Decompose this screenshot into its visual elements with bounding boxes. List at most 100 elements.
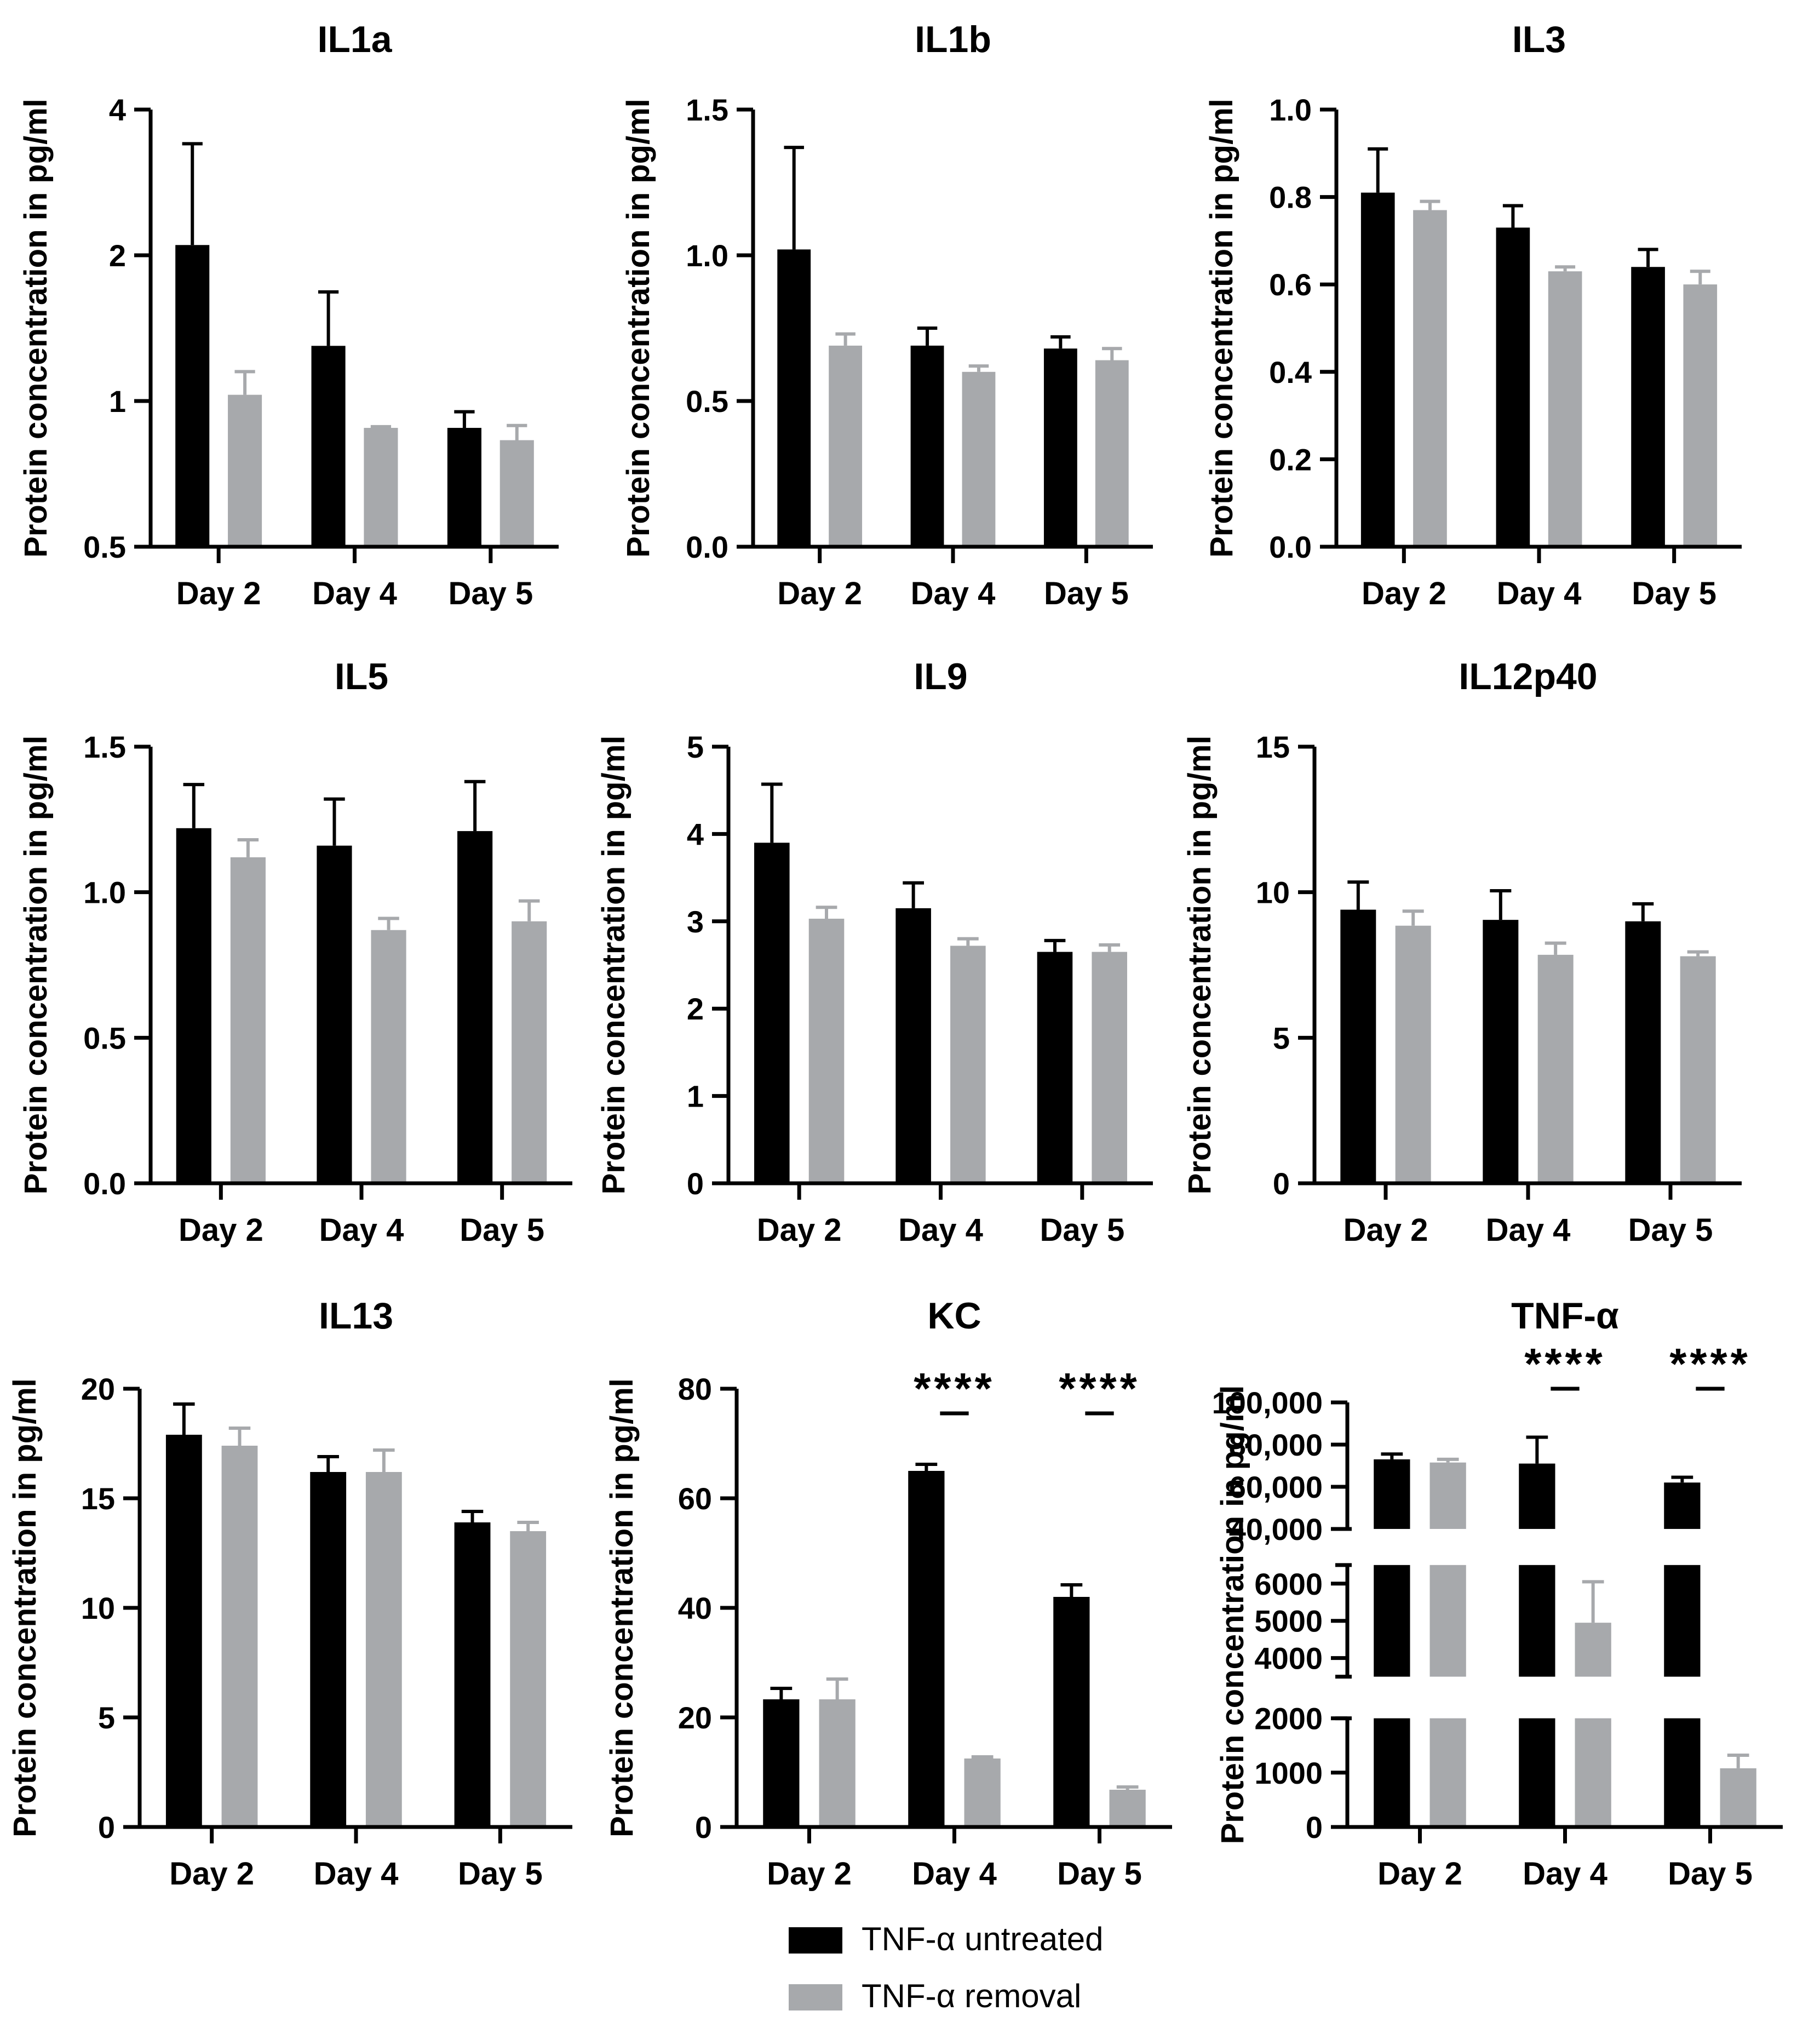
bar-tnf-untreated-day-4 <box>910 345 944 547</box>
y-tick-label: 0.0 <box>686 530 728 564</box>
y-tick-label: 0 <box>1273 1166 1290 1201</box>
bar-tnf-untreated-day-5-seg2 <box>1664 1482 1701 1529</box>
y-tick-label: 10 <box>81 1591 115 1625</box>
x-tick-label: Day 2 <box>169 1856 254 1892</box>
bar-tnf-removal-day-4 <box>962 371 996 547</box>
y-axis-label: Protein concentration in pg/ml <box>621 99 656 558</box>
bar-tnf-removal-day-2 <box>808 919 845 1183</box>
chart-title: IL9 <box>914 656 967 697</box>
y-tick-label: 10 <box>1256 875 1290 910</box>
y-tick-label: 1.5 <box>686 93 728 127</box>
bar-tnf-removal-day-4 <box>365 1472 402 1827</box>
bar-tnf-untreated-day-5 <box>1631 267 1665 547</box>
y-tick-label: 100,000 <box>1212 1385 1323 1420</box>
y-tick-label: 0.4 <box>1269 355 1312 389</box>
bar-tnf-untreated-day-5 <box>1043 348 1077 547</box>
y-tick-label: 40,000 <box>1229 1512 1323 1546</box>
y-tick-label: 6000 <box>1254 1567 1323 1601</box>
y-axis-label: Protein concentration in pg/ml <box>1204 99 1239 558</box>
bar-tnf-removal-day-2-seg2 <box>1429 1462 1466 1529</box>
bar-tnf-removal-day-5 <box>512 921 547 1183</box>
y-tick-label: 0 <box>687 1166 704 1201</box>
bar-tnf-untreated-day-2 <box>176 828 211 1183</box>
y-tick-label: 60 <box>678 1481 712 1516</box>
y-tick-label: 1 <box>109 384 126 419</box>
chart-title: IL3 <box>1512 19 1566 60</box>
bar-tnf-untreated-day-4 <box>317 845 352 1183</box>
bar-tnf-untreated-day-2 <box>165 1435 202 1827</box>
x-tick-label: Day 4 <box>912 1856 997 1892</box>
y-axis-label: Protein concentration in pg/ml <box>1182 736 1218 1195</box>
panel-il3: IL3 Protein concentration in pg/ml Day 2 Da… <box>1204 19 1742 611</box>
y-tick-label: 60,000 <box>1229 1470 1323 1504</box>
x-tick-label: Day 5 <box>1044 576 1129 611</box>
bar-tnf-removal-day-2 <box>1395 925 1431 1183</box>
chart-title: TNF-α <box>1511 1295 1619 1337</box>
y-tick-label: 20 <box>81 1372 115 1406</box>
significance-label-day-4: **** <box>1524 1339 1606 1388</box>
y-tick-label: 1 <box>687 1079 704 1114</box>
panel-il13: IL13 Protein concentration in pg/ml Day 2 D… <box>7 1295 572 1892</box>
x-tick-label: Day 5 <box>458 1856 543 1892</box>
x-tick-label: Day 5 <box>448 576 533 611</box>
y-tick-label: 80 <box>678 1372 712 1406</box>
x-tick-label: Day 5 <box>1628 1212 1713 1248</box>
bar-tnf-untreated-day-2 <box>754 843 790 1183</box>
bar-tnf-untreated-day-5-seg0 <box>1664 1718 1701 1827</box>
y-tick-label: 2 <box>687 992 704 1026</box>
y-tick-label: 0.5 <box>686 384 728 419</box>
y-tick-label: 5000 <box>1254 1604 1323 1639</box>
chart-title: IL5 <box>335 656 388 697</box>
bar-tnf-removal-day-2 <box>228 394 262 547</box>
y-tick-label: 0 <box>98 1810 115 1845</box>
y-tick-label: 5 <box>687 730 704 764</box>
bar-tnf-removal-day-2 <box>221 1446 258 1827</box>
y-tick-label: 1.5 <box>83 730 126 764</box>
y-tick-label: 40 <box>678 1591 712 1625</box>
bar-tnf-untreated-day-2 <box>1360 192 1395 547</box>
y-tick-label: 4 <box>109 93 126 127</box>
panel-il1a: IL1a Protein concentration in pg/ml Day 2 D… <box>18 19 559 611</box>
y-tick-label: 1.0 <box>83 875 126 910</box>
bar-tnf-untreated-day-2 <box>175 245 210 547</box>
y-tick-label: 0.0 <box>1269 530 1312 564</box>
y-tick-label: 5 <box>98 1700 115 1735</box>
bar-tnf-removal-day-4 <box>371 930 406 1183</box>
y-tick-label: 15 <box>1256 730 1290 764</box>
bar-tnf-removal-day-2-seg1 <box>1429 1565 1466 1677</box>
bar-tnf-untreated-day-4 <box>311 346 346 547</box>
y-tick-label: 0.6 <box>1269 267 1312 302</box>
bar-tnf-untreated-day-5 <box>1625 921 1661 1183</box>
x-tick-label: Day 5 <box>1668 1856 1753 1892</box>
x-tick-label: Day 2 <box>176 576 261 611</box>
x-tick-label: Day 2 <box>1377 1856 1462 1892</box>
y-tick-label: 4000 <box>1254 1641 1323 1676</box>
y-tick-label: 0.5 <box>83 1021 126 1055</box>
significance-label-day-5: **** <box>1669 1339 1751 1388</box>
x-tick-label: Day 4 <box>911 576 996 611</box>
bar-tnf-removal-day-2 <box>1413 210 1447 547</box>
chart-title: IL13 <box>319 1295 393 1337</box>
bar-tnf-removal-day-5 <box>500 440 534 547</box>
significance-label-day-5: **** <box>1059 1364 1140 1413</box>
bar-tnf-untreated-day-4 <box>310 1472 347 1827</box>
chart-title: IL1a <box>317 19 392 60</box>
y-tick-label: 1000 <box>1254 1756 1323 1790</box>
y-axis-label: Protein concentration in pg/ml <box>7 1378 43 1837</box>
x-tick-label: Day 5 <box>1632 576 1716 611</box>
y-axis-label: Protein concentration in pg/ml <box>604 1378 640 1837</box>
panel-il12p40: IL12p40 Protein concentration in pg/ml Day… <box>1182 656 1742 1248</box>
chart-title: KC <box>927 1295 981 1337</box>
y-axis-label: Protein concentration in pg/ml <box>596 736 631 1195</box>
y-tick-label: 0 <box>1306 1810 1323 1845</box>
bar-tnf-removal-day-5 <box>1095 360 1129 547</box>
panel-tnf: TNF-α Protein concentration in pg/ml Day 2… <box>1212 1295 1783 1892</box>
y-tick-label: 3 <box>687 904 704 939</box>
bar-tnf-removal-day-2-seg0 <box>1429 1718 1466 1827</box>
bar-tnf-untreated-day-5 <box>1037 952 1073 1183</box>
panel-il1b: IL1b Protein concentration in pg/ml Day 2 D… <box>621 19 1153 611</box>
bar-tnf-untreated-day-5-seg1 <box>1664 1565 1701 1677</box>
bar-tnf-removal-day-2 <box>819 1699 856 1827</box>
y-tick-label: 15 <box>81 1481 115 1516</box>
bar-tnf-untreated-day-5 <box>1053 1597 1090 1827</box>
